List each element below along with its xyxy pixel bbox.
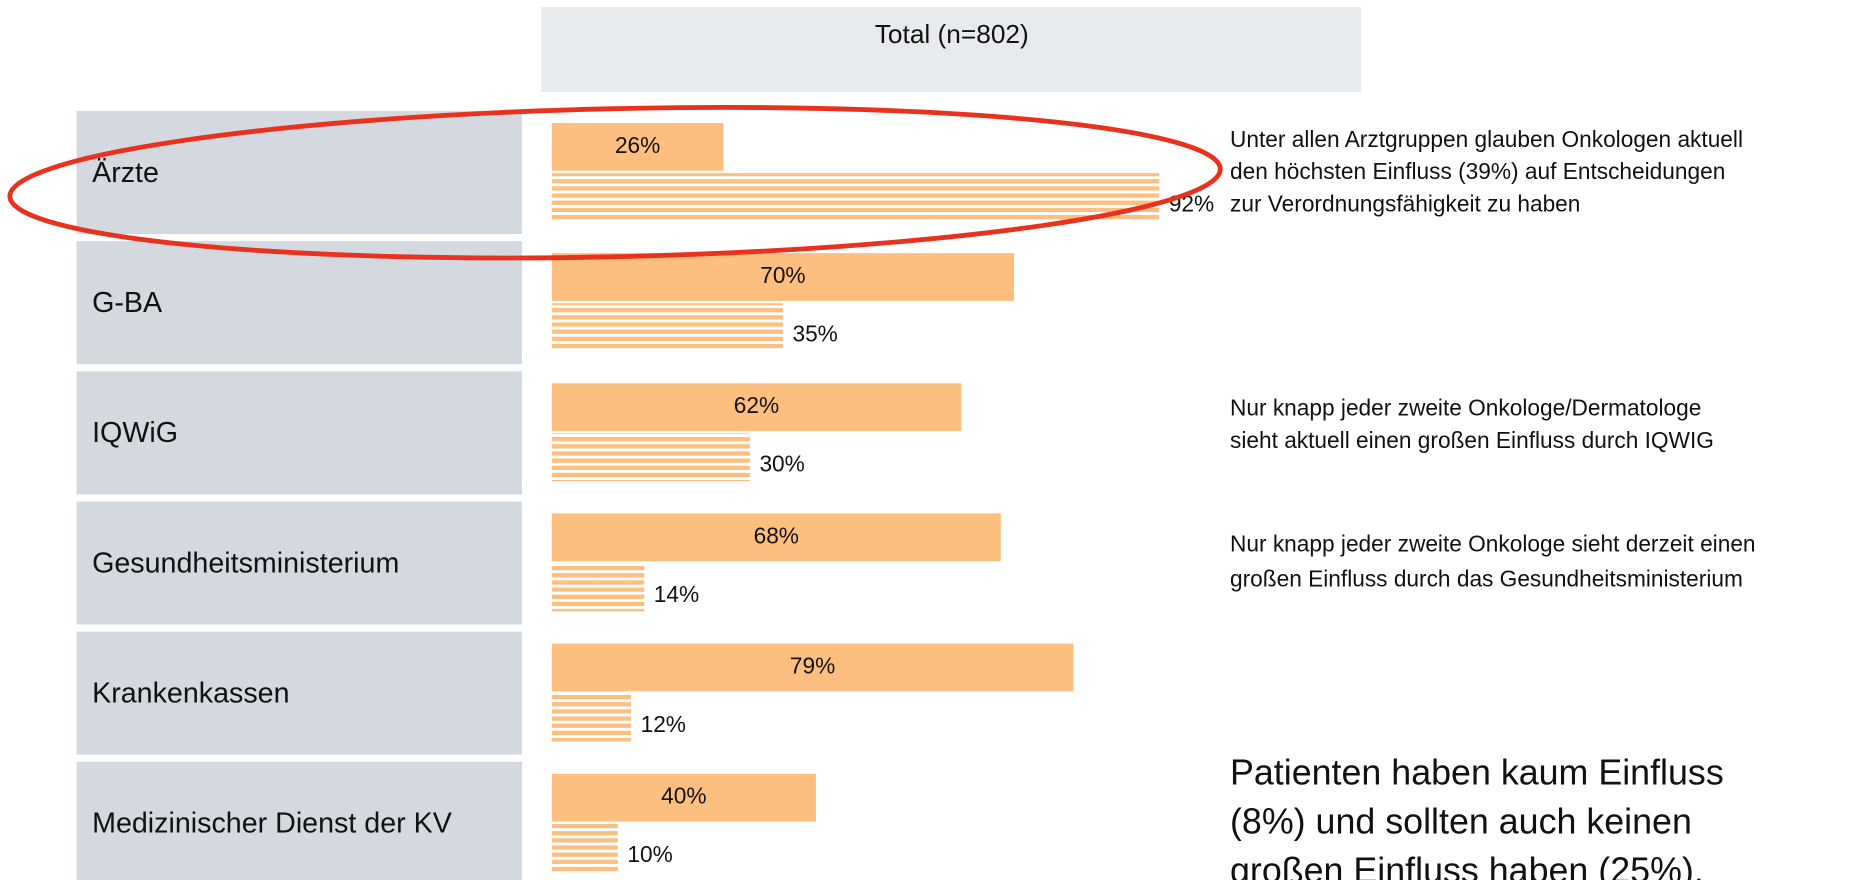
annotation: zur Verordnungsfähigkeit zu haben: [1230, 190, 1580, 216]
value-label: 35%: [792, 321, 837, 347]
category-label: Ärzte: [92, 157, 159, 189]
value-label: 10%: [627, 841, 672, 867]
annotation: großen Einfluss haben (25%).: [1230, 850, 1704, 880]
annotation: Nur knapp jeder zweite Onkologe sieht de…: [1230, 531, 1756, 557]
value-label: 26%: [615, 132, 660, 158]
category-label: IQWiG: [92, 417, 178, 449]
bar: [551, 303, 783, 352]
annotation: (8%) und sollten auch keinen: [1230, 801, 1692, 841]
annotation: den höchsten Einfluss (39%) auf Entschei…: [1230, 158, 1725, 184]
bar: [551, 513, 1001, 562]
value-label: 12%: [641, 711, 686, 737]
annotation: sieht aktuell einen großen Einfluss durc…: [1230, 427, 1714, 453]
bar: [551, 693, 632, 742]
value-label: 40%: [661, 783, 706, 809]
value-label: 70%: [760, 262, 805, 288]
category-box: [76, 241, 522, 365]
value-label: 68%: [754, 522, 799, 548]
bar: [551, 643, 1074, 692]
highlight-ellipse: [7, 105, 1223, 261]
annotation: Unter allen Arztgruppen glauben Onkologe…: [1230, 126, 1743, 152]
chart-title: Total (n=802): [875, 19, 1029, 49]
bar: [551, 173, 1160, 221]
bar: [551, 433, 750, 482]
annotation: großen Einfluss durch das Gesundheitsmin…: [1230, 565, 1743, 591]
category-label: Krankenkassen: [92, 677, 289, 709]
value-label: 14%: [654, 581, 699, 607]
category-box: [76, 501, 522, 625]
annotation: Patienten haben kaum Einfluss: [1230, 752, 1724, 792]
bar: [551, 563, 645, 612]
bar: [551, 122, 724, 171]
bar: [551, 773, 816, 822]
bar: [551, 383, 962, 432]
category-box: [76, 761, 522, 880]
category-label: Medizinischer Dienst der KV: [92, 808, 452, 840]
bar: [551, 823, 618, 872]
annotation: Nur knapp jeder zweite Onkologe/Dermatol…: [1230, 395, 1701, 421]
value-label: 30%: [759, 451, 804, 477]
value-label: 79%: [790, 652, 835, 678]
category-box: [76, 631, 522, 755]
category-box: [76, 371, 522, 495]
value-label: 62%: [734, 392, 779, 418]
bar: [551, 253, 1015, 301]
category-box: [76, 111, 522, 235]
header-box: [541, 7, 1362, 92]
category-label: G-BA: [92, 287, 163, 319]
category-label: Gesundheitsministerium: [92, 547, 399, 579]
